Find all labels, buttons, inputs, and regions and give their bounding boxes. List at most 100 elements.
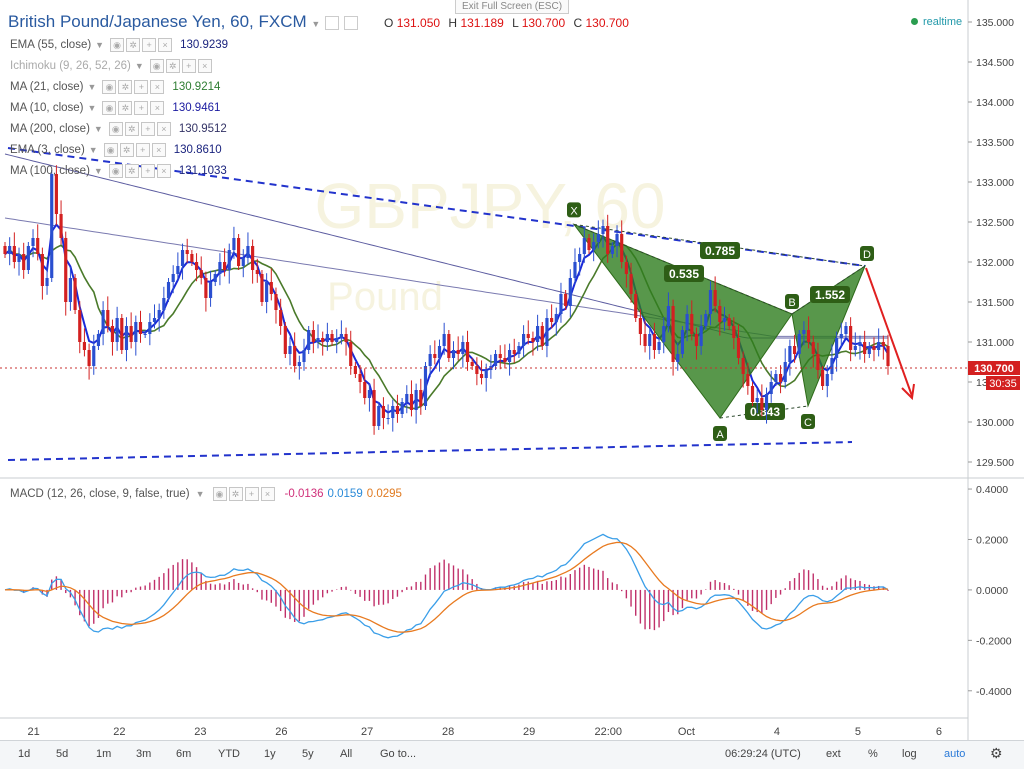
gear-icon[interactable]: ✲	[119, 143, 134, 157]
close-icon[interactable]: ×	[197, 59, 212, 73]
candle-body	[522, 334, 526, 346]
indicator-value: 130.9214	[172, 81, 221, 93]
eye-icon[interactable]: ◉	[102, 80, 117, 94]
eye-icon[interactable]: ◉	[108, 164, 123, 178]
plus-icon[interactable]: +	[142, 38, 157, 52]
close-icon[interactable]: ×	[150, 80, 165, 94]
chevron-down-icon[interactable]: ▼	[87, 103, 97, 113]
gear-icon[interactable]: ✲	[124, 164, 139, 178]
range-all[interactable]: All	[340, 748, 353, 760]
plus-icon[interactable]: +	[181, 59, 196, 73]
range-1y[interactable]: 1y	[264, 748, 276, 760]
chevron-down-icon[interactable]: ▼	[195, 489, 205, 499]
indicator-row[interactable]: MA (200, close) ▼ ◉ ✲ + × 130.9512	[10, 120, 227, 138]
candle-body	[330, 334, 334, 342]
candle-body	[531, 338, 535, 342]
plus-icon[interactable]: +	[140, 122, 155, 136]
candle-body	[3, 246, 7, 254]
range-1d[interactable]: 1d	[18, 748, 31, 760]
gear-icon[interactable]: ✲	[228, 487, 243, 501]
indicator-row[interactable]: MA (10, close) ▼ ◉ ✲ + × 130.9461	[10, 99, 220, 117]
pattern-point-label: C	[804, 417, 812, 429]
candle-body	[358, 374, 362, 382]
candle-body	[493, 354, 498, 366]
close-icon[interactable]: ×	[151, 143, 166, 157]
chevron-down-icon[interactable]: ▼	[95, 40, 105, 50]
candle-body	[101, 310, 105, 334]
close-icon[interactable]: ×	[156, 164, 171, 178]
chevron-down-icon[interactable]: ▼	[93, 166, 103, 176]
plus-icon[interactable]: +	[244, 487, 259, 501]
indicator-row[interactable]: Ichimoku (9, 26, 52, 26) ▼ ◉ ✲ + ×	[10, 57, 220, 75]
close-icon[interactable]: ×	[156, 122, 171, 136]
goto-button[interactable]: Go to...	[380, 748, 417, 760]
price-tick-label: 134.500	[976, 57, 1014, 69]
plus-icon[interactable]: +	[134, 101, 149, 115]
chart-canvas[interactable]: GBPJPY, 60 Pound 135.000134.500134.00013…	[0, 0, 1024, 740]
candle-body	[409, 394, 414, 410]
eye-icon[interactable]: ◉	[149, 59, 164, 73]
percent-toggle[interactable]: %	[868, 748, 878, 760]
indicator-row[interactable]: MA (21, close) ▼ ◉ ✲ + × 130.9214	[10, 78, 220, 96]
gear-icon[interactable]: ✲	[126, 38, 141, 52]
candle-body	[251, 246, 255, 270]
projection-arrow-head	[901, 383, 915, 401]
range-1m[interactable]: 1m	[96, 748, 112, 760]
chevron-down-icon[interactable]: ▼	[311, 19, 321, 29]
gear-icon[interactable]: ✲	[118, 101, 133, 115]
ohlc-open: 131.050	[396, 16, 441, 30]
candle-body	[31, 238, 35, 246]
candle-body	[237, 238, 241, 266]
eye-icon[interactable]: ◉	[108, 122, 123, 136]
plus-icon[interactable]: +	[135, 143, 150, 157]
eye-icon[interactable]: ◉	[102, 101, 117, 115]
close-icon[interactable]: ×	[150, 101, 165, 115]
candle-body	[162, 298, 166, 310]
settings-gear-icon[interactable]: ⚙	[990, 745, 1003, 761]
candle-body	[96, 334, 101, 346]
candle-body	[568, 278, 572, 306]
candle-body	[288, 346, 292, 354]
eye-icon[interactable]: ◉	[103, 143, 118, 157]
gear-icon[interactable]	[343, 15, 358, 30]
indicator-row[interactable]: MA (100, close) ▼ ◉ ✲ + × 131.1033	[10, 162, 227, 180]
range-ytd[interactable]: YTD	[218, 748, 240, 760]
candle-body	[778, 374, 783, 382]
chevron-down-icon[interactable]: ▼	[93, 124, 103, 134]
log-toggle[interactable]: log	[902, 748, 917, 760]
close-icon[interactable]: ×	[158, 38, 173, 52]
candle-body	[395, 406, 400, 414]
indicator-row[interactable]: EMA (3, close) ▼ ◉ ✲ + × 130.8610	[10, 141, 222, 159]
plus-icon[interactable]: +	[134, 80, 149, 94]
candle-body	[386, 418, 390, 419]
candle-body	[353, 366, 357, 374]
candle-body	[479, 374, 484, 378]
chevron-down-icon[interactable]: ▼	[88, 145, 98, 155]
eye-icon[interactable]: ◉	[212, 487, 227, 501]
gear-icon[interactable]: ✲	[124, 122, 139, 136]
close-icon[interactable]: ×	[260, 487, 275, 501]
macd-line-value: 0.0159	[327, 488, 363, 500]
range-6m[interactable]: 6m	[176, 748, 192, 760]
candle-body	[59, 214, 63, 238]
candle-body	[606, 226, 610, 254]
ext-toggle[interactable]: ext	[826, 748, 841, 760]
pattern-ratio-badge	[810, 286, 850, 303]
gear-icon[interactable]: ✲	[118, 80, 133, 94]
candle-body	[685, 314, 689, 330]
indicator-row[interactable]: EMA (55, close) ▼ ◉ ✲ + × 130.9239	[10, 36, 228, 54]
chevron-down-icon[interactable]: ▼	[87, 82, 97, 92]
indicator-value: 130.9512	[178, 123, 227, 135]
candle-body	[690, 314, 694, 334]
plus-icon[interactable]: +	[140, 164, 155, 178]
range-5y[interactable]: 5y	[302, 748, 314, 760]
candle-body	[835, 338, 839, 358]
chevron-down-icon[interactable]: ▼	[134, 61, 144, 71]
auto-toggle[interactable]: auto	[944, 748, 966, 760]
range-5d[interactable]: 5d	[56, 748, 69, 760]
eye-icon[interactable]: ◉	[110, 38, 125, 52]
range-3m[interactable]: 3m	[136, 748, 152, 760]
settings-icon[interactable]	[325, 15, 340, 30]
gear-icon[interactable]: ✲	[165, 59, 180, 73]
exit-fullscreen-button[interactable]: Exit Full Screen (ESC)	[455, 0, 570, 14]
